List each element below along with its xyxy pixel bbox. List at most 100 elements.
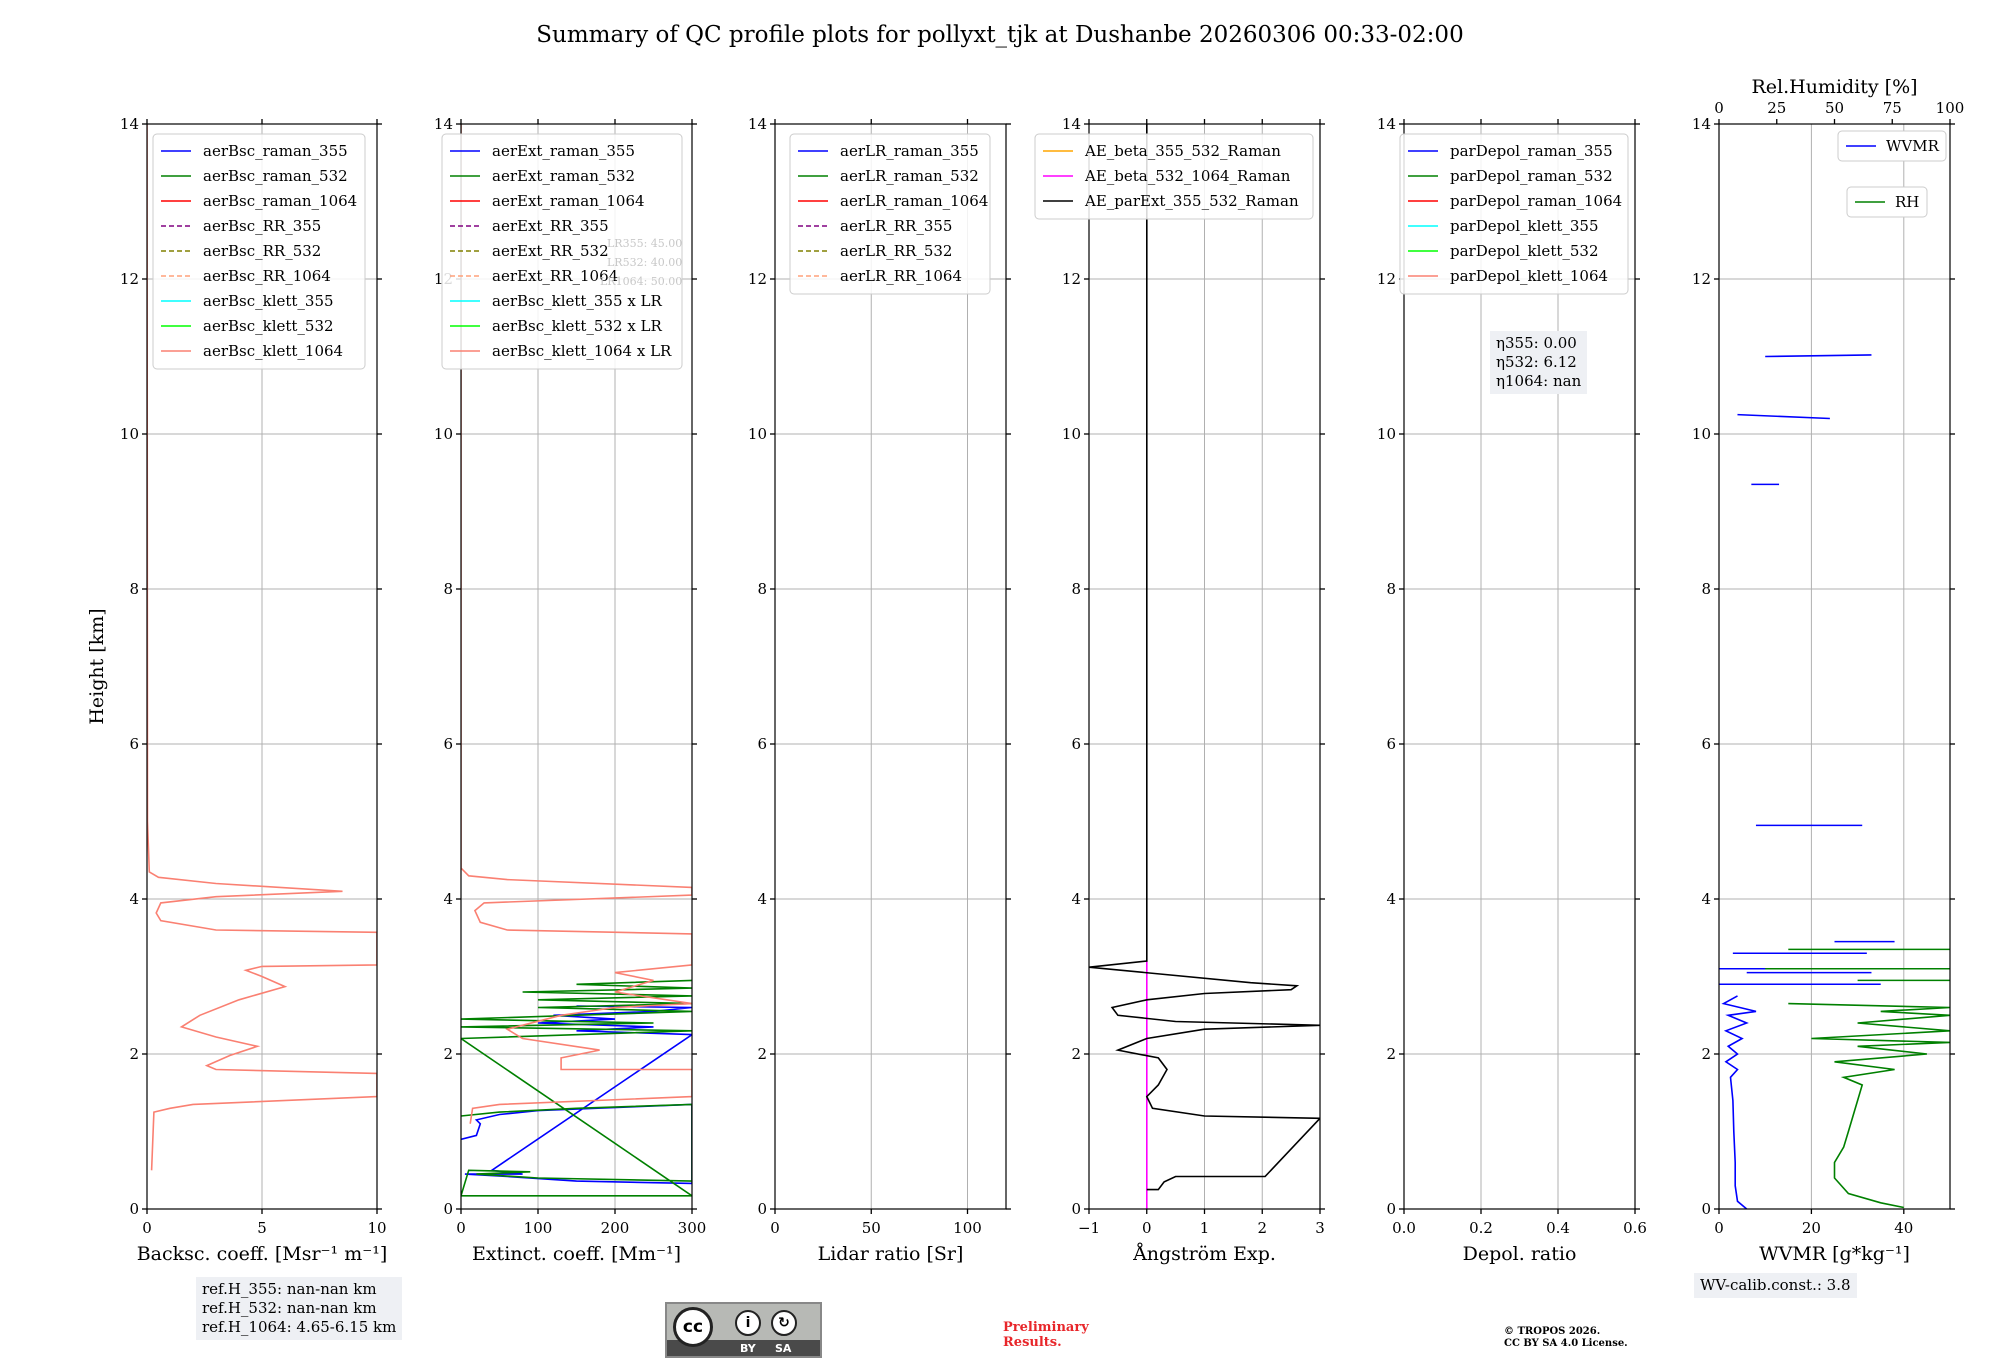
lr-1064: LR1064: 50.00 [600, 275, 683, 288]
legend-entry: parDepol_raman_355 [1450, 142, 1613, 160]
panel-3: 0 2 4 6 8 10 12 14 0 50 100 Lidar ratio [Sr] aerLR_r… [748, 115, 1011, 1265]
y-tick-label: 8 [1701, 580, 1711, 598]
y-tick-label: 4 [1386, 890, 1396, 908]
lr-532: LR532: 40.00 [607, 256, 683, 269]
legend-entry: aerLR_raman_1064 [840, 192, 988, 210]
legend-entry: aerBsc_RR_355 [203, 217, 321, 235]
y-tick-label: 12 [1062, 270, 1081, 288]
attribution-icon: i [735, 1310, 761, 1336]
x-tick-label: 0.0 [1392, 1219, 1416, 1237]
y-tick-label: 8 [129, 580, 139, 598]
preliminary-line-2: Results. [1003, 1335, 1062, 1350]
segment-WVMR [1737, 413, 1830, 420]
ref-height-532: ref.H_532: nan-nan km [202, 1299, 377, 1317]
legend-entry: AE_beta_532_1064_Raman [1084, 167, 1291, 185]
legend-entry: aerLR_RR_1064 [840, 267, 962, 285]
data-layer [1719, 354, 1950, 1209]
series-aerBsc_klett_1064 x LR [461, 124, 692, 1124]
y-tick-label: 6 [443, 735, 453, 753]
cc-sa-label: SA [775, 1342, 792, 1355]
x-axis-label: Depol. ratio [1463, 1243, 1577, 1265]
x-tick-label: 100 [953, 1219, 982, 1237]
legend-box [152, 133, 366, 370]
x-tick-label: −1 [1078, 1219, 1100, 1237]
y-tick-label: 0 [129, 1200, 139, 1218]
series-AE_parExt_355_532_Raman [1089, 124, 1320, 1191]
ref-height-355: ref.H_355: nan-nan km [202, 1280, 377, 1298]
wv-calib-const: WV-calib.const.: 3.8 [1700, 1276, 1851, 1294]
legend-entry: aerExt_RR_1064 [492, 267, 618, 285]
y-tick-label: 10 [120, 425, 139, 443]
y-tick-label: 2 [1701, 1045, 1711, 1063]
legend-entry: aerExt_raman_1064 [492, 192, 645, 210]
x-tick-label: 3 [1315, 1219, 1325, 1237]
legend-entry: AE_beta_355_532_Raman [1084, 142, 1281, 160]
share-alike-icon: ↻ [771, 1310, 797, 1336]
legend-entry: parDepol_klett_532 [1450, 242, 1599, 260]
y-axis-label: Height [km] [86, 608, 108, 724]
x-tick-label: 20 [1802, 1219, 1821, 1237]
figure-title: Summary of QC profile plots for pollyxt_… [536, 22, 1464, 48]
y-tick-label: 2 [1071, 1045, 1081, 1063]
depol-calibration-box: η355: 0.00 η532: 6.12 η1064: nan [1490, 331, 1588, 394]
eta-355: η355: 0.00 [1496, 334, 1577, 352]
x-tick-label: 0 [1714, 1219, 1724, 1237]
legend-entry: RH [1895, 193, 1919, 211]
legend-entry: aerBsc_RR_532 [203, 242, 321, 260]
legend-entry: aerExt_raman_355 [492, 142, 635, 160]
legend-entry: parDepol_raman_1064 [1450, 192, 1622, 210]
cc-by-sa-badge[interactable]: cc i ↻ BY SA [665, 1302, 822, 1358]
legend-entry: aerLR_raman_532 [840, 167, 979, 185]
legend-entry: parDepol_raman_532 [1450, 167, 1613, 185]
cc-icon: cc [673, 1307, 713, 1347]
y-tick-label: 4 [1701, 890, 1711, 908]
top-x-tick-label: 75 [1883, 99, 1902, 117]
wv-calibration-box: WV-calib.const.: 3.8 [1694, 1273, 1857, 1298]
x-tick-label: 1 [1200, 1219, 1210, 1237]
eta-1064: η1064: nan [1496, 372, 1582, 390]
y-tick-label: 8 [1071, 580, 1081, 598]
y-tick-label: 8 [757, 580, 767, 598]
data-layer [1089, 124, 1320, 1209]
cc-by-label: BY [740, 1342, 756, 1355]
x-tick-label: 300 [678, 1219, 707, 1237]
x-tick-label: 0.4 [1546, 1219, 1570, 1237]
copyright-note: © TROPOS 2026. CC BY SA 4.0 License. [1504, 1326, 1628, 1350]
y-tick-label: 2 [443, 1045, 453, 1063]
x-axis-label: Backsc. coeff. [Msr⁻¹ m⁻¹] [137, 1243, 388, 1265]
y-tick-label: 0 [1071, 1200, 1081, 1218]
top-x-tick-label: 25 [1767, 99, 1786, 117]
x-tick-label: 40 [1894, 1219, 1913, 1237]
legend-entry: aerLR_RR_532 [840, 242, 952, 260]
y-tick-label: 6 [757, 735, 767, 753]
copyright-line-2: CC BY SA 4.0 License. [1504, 1338, 1628, 1349]
x-axis-label: WVMR [g*kg⁻¹] [1759, 1243, 1910, 1265]
y-tick-label: 14 [1692, 115, 1711, 133]
legend-box [441, 133, 683, 370]
y-tick-label: 2 [129, 1045, 139, 1063]
panel-1: 0 2 4 6 8 10 12 14 0 5 10 Backsc. coeff. [Msr⁻¹ m⁻¹… [86, 115, 387, 1265]
top-x-tick-label: 50 [1825, 99, 1844, 117]
legend-entry: aerExt_RR_532 [492, 242, 609, 260]
y-tick-label: 10 [1062, 425, 1081, 443]
legend-entry: aerExt_RR_355 [492, 217, 609, 235]
legend-entry: aerBsc_raman_532 [203, 167, 348, 185]
legend-entry: parDepol_klett_355 [1450, 217, 1599, 235]
y-tick-label: 4 [129, 890, 139, 908]
y-tick-label: 12 [1692, 270, 1711, 288]
panel-frame [774, 123, 1007, 1210]
x-tick-label: 100 [524, 1219, 553, 1237]
legend-entry: AE_parExt_355_532_Raman [1084, 192, 1299, 210]
panel-5: 0 2 4 6 8 10 12 14 0.0 0.2 0.4 0.6 Depol. ratio parDe… [1377, 115, 1647, 1265]
y-tick-label: 14 [748, 115, 767, 133]
x-tick-label: 0 [142, 1219, 152, 1237]
data-layer [461, 124, 692, 1197]
x-tick-label: 0.6 [1623, 1219, 1647, 1237]
legend: AE_beta_355_532_Raman AE_beta_532_1064_Ra… [1034, 133, 1314, 220]
x-tick-label: 5 [257, 1219, 267, 1237]
y-tick-label: 10 [1692, 425, 1711, 443]
y-tick-label: 0 [757, 1200, 767, 1218]
preliminary-note: Preliminary Results. [1003, 1320, 1089, 1350]
x-tick-label: 200 [601, 1219, 630, 1237]
